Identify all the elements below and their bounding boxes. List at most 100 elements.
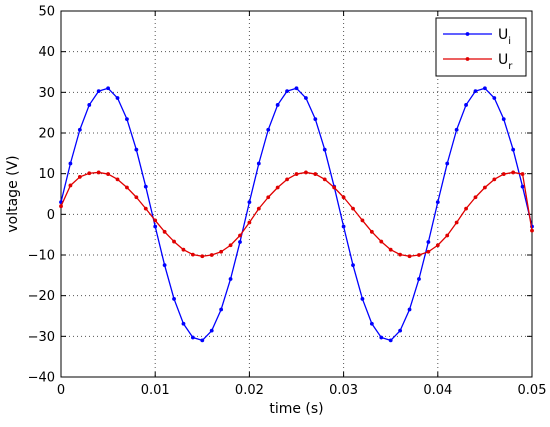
data-point [435, 200, 440, 205]
data-point [417, 253, 421, 257]
y-axis-label: voltage (V) [5, 155, 21, 232]
data-point [473, 89, 478, 94]
data-point [219, 249, 224, 254]
data-point [332, 185, 337, 190]
data-point [454, 127, 459, 132]
data-point [520, 172, 525, 176]
data-point [313, 117, 318, 122]
data-point [322, 177, 327, 182]
data-point [115, 177, 120, 182]
data-point [388, 338, 393, 343]
data-point [294, 172, 299, 176]
data-point [228, 243, 233, 248]
data-point [143, 206, 148, 211]
legend-label-subscript: i [508, 36, 511, 47]
data-point [492, 96, 497, 100]
legend-marker [465, 57, 470, 61]
data-point [351, 206, 355, 211]
data-point [464, 206, 468, 211]
legend-marker [465, 32, 470, 36]
data-point [96, 170, 101, 175]
series-i [59, 86, 534, 343]
data-point [125, 117, 129, 122]
y-tick-label: −30 [28, 330, 55, 345]
x-axis-tick-labels: 0 0.01 0.02 0.03 0.04 0.05 [57, 383, 547, 398]
data-point [369, 229, 374, 234]
data-point [238, 233, 242, 238]
x-tick-label: 0.04 [423, 383, 452, 398]
data-point [228, 277, 233, 281]
data-point [426, 249, 431, 254]
data-point [59, 204, 63, 209]
data-point [341, 224, 346, 229]
data-point [445, 161, 450, 166]
y-tick-label: −10 [28, 249, 55, 264]
data-point [483, 86, 487, 91]
data-point [238, 240, 242, 244]
data-point [266, 195, 271, 200]
data-point [153, 218, 158, 223]
data-point [87, 171, 92, 176]
x-tick-label: 0.05 [518, 383, 547, 398]
data-point [247, 200, 252, 205]
data-point [379, 239, 384, 244]
data-point [483, 185, 487, 190]
data-point [200, 254, 205, 259]
data-point [256, 206, 261, 211]
data-point [190, 335, 195, 340]
data-point [134, 195, 139, 200]
y-tick-label: −20 [28, 289, 55, 304]
legend-label-subscript: r [508, 61, 513, 72]
data-point [106, 86, 110, 91]
data-point [464, 103, 468, 107]
data-point [143, 184, 148, 189]
data-point [181, 321, 186, 326]
data-point [219, 307, 224, 312]
data-point [172, 297, 176, 301]
data-point [68, 183, 73, 188]
y-tick-label: −40 [28, 371, 55, 386]
data-point [209, 328, 214, 333]
axis-ticks [60, 10, 533, 378]
data-point [473, 195, 478, 200]
data-point [341, 195, 346, 200]
series-r [59, 170, 534, 259]
y-tick-label: 20 [38, 127, 55, 142]
data-point [275, 103, 280, 107]
data-point [275, 185, 280, 190]
data-point [492, 177, 497, 182]
data-point [134, 147, 139, 152]
y-tick-label: 30 [38, 86, 55, 101]
data-point [285, 89, 289, 94]
y-axis-tick-labels: −40 −30 −20 −10 0 10 20 30 40 50 [28, 5, 55, 386]
plot-area-frame [60, 10, 533, 378]
data-point [501, 117, 506, 122]
data-point [153, 224, 158, 229]
data-point [313, 172, 318, 176]
data-point [266, 127, 271, 132]
data-point [369, 321, 374, 326]
data-point [172, 239, 176, 244]
data-point [407, 254, 412, 259]
y-tick-label: 40 [38, 45, 55, 60]
data-point [304, 96, 308, 100]
data-point [190, 252, 195, 257]
data-point [398, 252, 403, 257]
data-point [162, 229, 167, 234]
x-tick-label: 0.02 [235, 383, 264, 398]
data-point [322, 147, 327, 152]
data-point [407, 307, 412, 312]
data-point [360, 297, 365, 301]
data-point [181, 247, 186, 252]
data-point [360, 218, 365, 223]
data-point [209, 253, 214, 257]
data-point [417, 277, 421, 281]
data-point [162, 263, 167, 268]
legend-label: Ui [498, 27, 511, 47]
data-point [520, 184, 525, 189]
data-point [351, 263, 355, 268]
data-point [115, 96, 120, 100]
data-point [511, 147, 516, 152]
